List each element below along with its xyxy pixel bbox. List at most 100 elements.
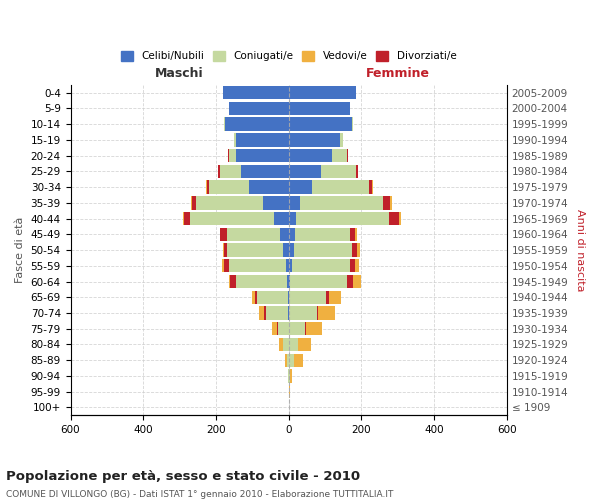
Bar <box>263 196 289 209</box>
Bar <box>223 86 289 100</box>
Legend: Celibi/Nubili, Coniugati/e, Vedovi/e, Divorziati/e: Celibi/Nubili, Coniugati/e, Vedovi/e, Di… <box>116 47 461 66</box>
Bar <box>274 212 289 226</box>
Bar <box>218 164 220 178</box>
Bar <box>224 118 225 131</box>
Bar <box>292 259 350 272</box>
Bar <box>230 275 236 288</box>
Bar <box>389 212 400 226</box>
Bar <box>183 212 184 226</box>
Bar <box>294 244 352 256</box>
Bar <box>222 259 224 272</box>
Text: Popolazione per età, sesso e stato civile - 2010: Popolazione per età, sesso e stato civil… <box>6 470 360 483</box>
Bar <box>294 354 303 367</box>
Bar <box>251 290 255 304</box>
Bar <box>207 180 209 194</box>
Bar <box>368 180 372 194</box>
Bar <box>196 196 263 209</box>
Bar <box>220 228 227 241</box>
Bar <box>278 322 289 336</box>
Bar <box>286 259 289 272</box>
Bar <box>289 180 312 194</box>
Bar <box>312 180 368 194</box>
Bar <box>229 275 230 288</box>
Bar <box>255 290 257 304</box>
Bar <box>289 290 326 304</box>
Bar <box>264 306 266 320</box>
Bar <box>306 322 322 336</box>
Bar <box>277 322 278 336</box>
Bar <box>329 290 341 304</box>
Bar <box>289 133 340 146</box>
Bar <box>289 275 290 288</box>
Bar <box>289 164 322 178</box>
Bar <box>236 275 287 288</box>
Bar <box>229 259 286 272</box>
Bar <box>220 164 241 178</box>
Bar <box>299 196 383 209</box>
Bar <box>347 275 353 288</box>
Bar <box>340 133 343 146</box>
Bar <box>289 118 352 131</box>
Bar <box>289 228 295 241</box>
Bar <box>285 354 287 367</box>
Bar <box>295 228 350 241</box>
Bar <box>350 259 355 272</box>
Bar <box>227 244 283 256</box>
Bar <box>356 164 358 178</box>
Bar <box>223 244 224 256</box>
Bar <box>352 244 356 256</box>
Bar <box>280 228 289 241</box>
Bar <box>287 275 289 288</box>
Bar <box>190 212 274 226</box>
Bar <box>290 370 292 382</box>
Bar <box>290 275 347 288</box>
Bar <box>350 228 355 241</box>
Text: Maschi: Maschi <box>155 67 204 80</box>
Bar <box>289 338 298 351</box>
Bar <box>353 275 361 288</box>
Bar <box>288 306 289 320</box>
Bar <box>322 164 356 178</box>
Bar <box>287 354 289 367</box>
Bar <box>184 212 190 226</box>
Bar <box>296 212 389 226</box>
Y-axis label: Anni di nascita: Anni di nascita <box>575 209 585 292</box>
Bar <box>248 180 289 194</box>
Bar <box>355 228 357 241</box>
Bar <box>400 212 401 226</box>
Bar <box>234 133 236 146</box>
Bar <box>289 196 299 209</box>
Bar <box>288 290 289 304</box>
Bar <box>191 196 196 209</box>
Bar <box>272 322 277 336</box>
Bar <box>383 196 391 209</box>
Bar <box>305 322 306 336</box>
Text: Femmine: Femmine <box>365 67 430 80</box>
Bar <box>206 180 207 194</box>
Bar <box>289 212 296 226</box>
Bar <box>283 338 289 351</box>
Bar <box>236 133 289 146</box>
Bar <box>356 244 359 256</box>
Bar <box>229 102 289 115</box>
Bar <box>298 338 311 351</box>
Bar <box>229 149 236 162</box>
Y-axis label: Fasce di età: Fasce di età <box>15 217 25 283</box>
Bar <box>228 149 229 162</box>
Bar <box>352 118 353 131</box>
Bar <box>289 322 305 336</box>
Bar <box>224 244 227 256</box>
Bar <box>326 290 329 304</box>
Bar <box>283 244 289 256</box>
Bar <box>241 164 289 178</box>
Bar <box>391 196 392 209</box>
Bar <box>317 306 319 320</box>
Bar <box>289 102 350 115</box>
Bar <box>259 306 264 320</box>
Bar <box>372 180 373 194</box>
Bar <box>289 385 290 398</box>
Bar <box>257 290 288 304</box>
Bar <box>209 180 248 194</box>
Bar <box>289 244 294 256</box>
Bar <box>289 306 317 320</box>
